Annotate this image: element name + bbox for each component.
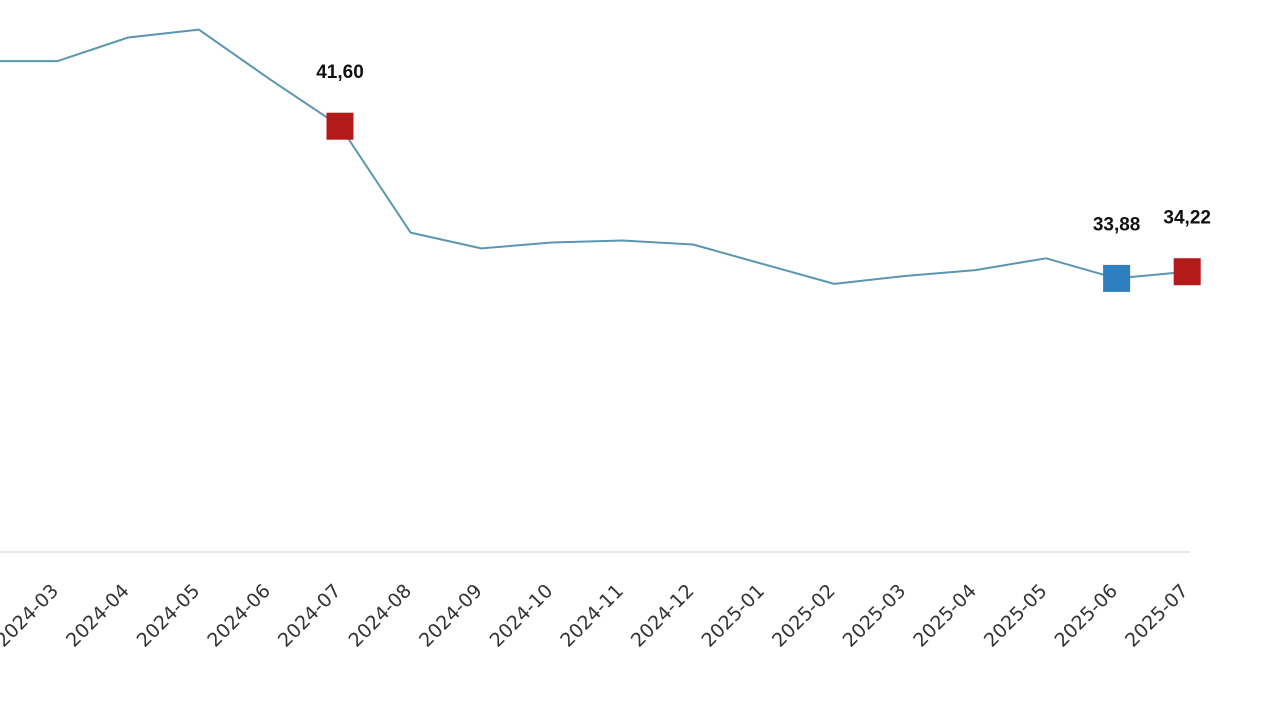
x-tick-label-2024-04: 2024-04 — [62, 580, 134, 652]
data-label-2025-06: 33,88 — [1093, 214, 1141, 235]
x-tick-label-2024-10: 2024-10 — [486, 580, 558, 652]
x-tick-label-2025-06: 2025-06 — [1050, 580, 1122, 652]
x-tick-label-2025-03: 2025-03 — [839, 580, 911, 652]
x-tick-label-2024-05: 2024-05 — [133, 580, 205, 652]
x-tick-label-2025-01: 2025-01 — [697, 580, 769, 652]
x-tick-label-2025-04: 2025-04 — [909, 580, 981, 652]
x-tick-label-2024-07: 2024-07 — [274, 580, 346, 652]
highlight-marker-2025-07 — [1173, 258, 1201, 286]
x-tick-label-2025-05: 2025-05 — [980, 580, 1052, 652]
data-labels: 41,60 33,88 34,22 — [316, 62, 1211, 235]
x-tick-label-2024-06: 2024-06 — [203, 580, 275, 652]
x-tick-label-2024-03: 2024-03 — [0, 580, 63, 652]
data-label-2025-07: 34,22 — [1163, 208, 1211, 229]
series-line-layer — [0, 28, 1188, 285]
highlight-markers — [326, 112, 1201, 292]
highlight-marker-2024-07 — [326, 112, 354, 140]
x-tick-label-2025-02: 2025-02 — [768, 580, 840, 652]
x-tick-label-2024-11: 2024-11 — [556, 580, 628, 652]
series-line — [0, 28, 1188, 285]
data-label-2024-07: 41,60 — [316, 62, 364, 83]
x-tick-label-2024-09: 2024-09 — [415, 580, 487, 652]
x-tick-label-2025-07: 2025-07 — [1121, 580, 1193, 652]
highlight-marker-2025-06 — [1103, 264, 1131, 292]
x-tick-label-2024-08: 2024-08 — [344, 580, 416, 652]
x-tick-label-2024-12: 2024-12 — [627, 580, 699, 652]
x-tick-labels: 2024-032024-042024-052024-062024-072024-… — [0, 580, 1193, 652]
